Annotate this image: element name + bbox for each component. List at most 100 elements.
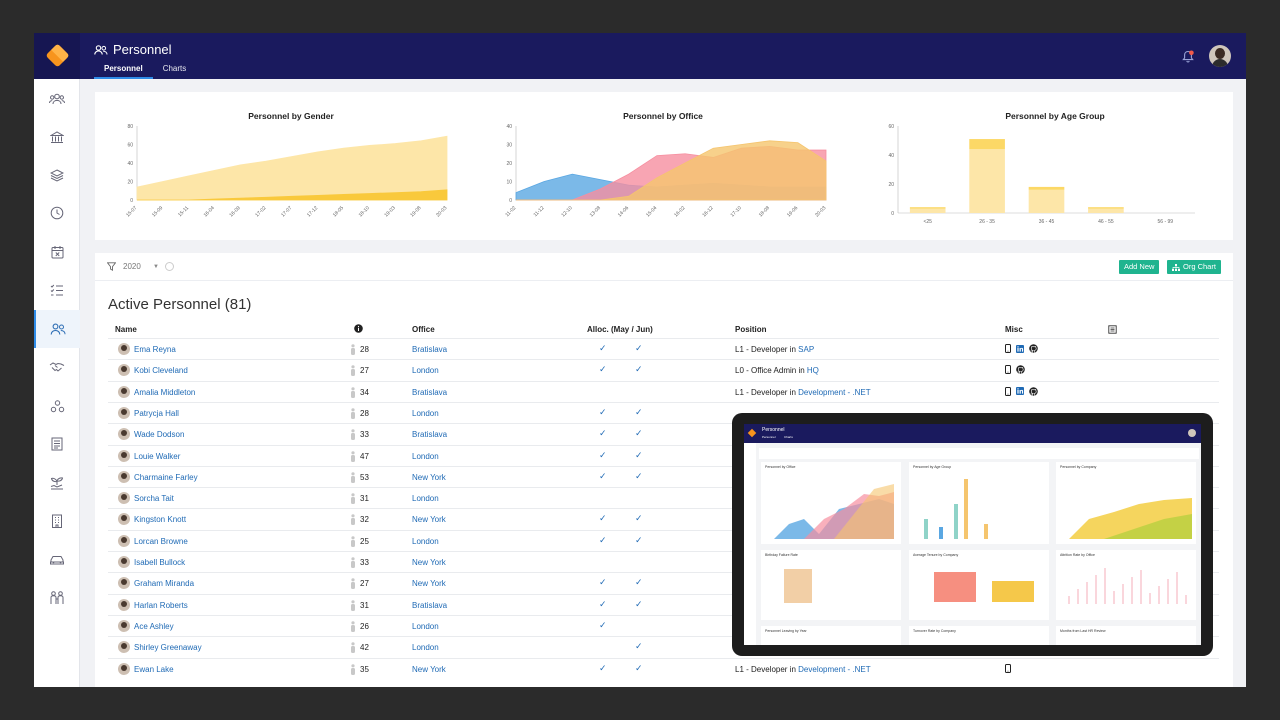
sidebar-item-layers[interactable]	[34, 156, 80, 194]
table-row[interactable]: Graham Miranda 27 New York ✓ ✓	[108, 572, 1219, 593]
sidebar-item-time[interactable]	[34, 194, 80, 232]
position-unit-link[interactable]: SAP	[798, 345, 815, 354]
personnel-icon	[94, 44, 108, 55]
office-link[interactable]: London	[412, 643, 439, 653]
person-name-link[interactable]: Patrycja Hall	[134, 408, 179, 418]
table-row[interactable]: Ema Reyna 28 Bratislava ✓ ✓ L1 - Developer in…	[108, 338, 1219, 359]
office-link[interactable]: London	[412, 494, 439, 504]
year-select[interactable]: 2020	[123, 262, 141, 271]
person-name-link[interactable]: Amalia Middleton	[134, 387, 196, 397]
sidebar-item-bank[interactable]	[34, 118, 80, 156]
phone-icon[interactable]	[1005, 344, 1011, 353]
col-position[interactable]: Position	[735, 325, 767, 334]
table-row[interactable]: Kobi Cleveland 27 London ✓ ✓ L0 - Office Admi…	[108, 359, 1219, 380]
table-row[interactable]: Louie Walker 47 London ✓ ✓	[108, 444, 1219, 466]
linkedin-icon[interactable]	[1016, 387, 1024, 396]
col-name[interactable]: Name	[115, 325, 137, 334]
sidebar-item-tasks[interactable]	[34, 271, 80, 309]
person-name-link[interactable]: Charmaine Farley	[134, 472, 198, 482]
office-link[interactable]: New York	[412, 472, 446, 482]
table-row[interactable]: Lorcan Browne 25 London ✓ ✓	[108, 529, 1219, 551]
app-logo[interactable]	[34, 33, 80, 79]
sidebar-item-people[interactable]	[34, 80, 80, 118]
table-row[interactable]: Amalia Middleton 34 Bratislava L1 - Develop…	[108, 380, 1219, 402]
table-row[interactable]: Ace Ashley 26 London ✓	[108, 614, 1219, 636]
office-link[interactable]: London	[412, 621, 439, 631]
x-tick-label: 16-12	[701, 205, 714, 218]
top-bar: Personnel Personnel Charts	[34, 33, 1246, 79]
user-avatar[interactable]	[1209, 45, 1231, 67]
tab-charts[interactable]: Charts	[162, 64, 187, 73]
alloc-may-check-icon: ✓	[599, 513, 607, 524]
person-name-link[interactable]: Ace Ashley	[134, 621, 174, 631]
person-name-link[interactable]: Sorcha Tait	[134, 494, 174, 504]
person-name-link[interactable]: Wade Dodson	[134, 430, 185, 440]
sidebar-item-buildings[interactable]	[34, 502, 80, 540]
sidebar-item-org[interactable]	[34, 387, 80, 425]
person-name-link[interactable]: Kingston Knott	[134, 515, 187, 525]
office-link[interactable]: Bratislava	[412, 430, 448, 440]
office-link[interactable]: Bratislava	[412, 387, 448, 397]
bell-icon[interactable]	[1182, 50, 1194, 63]
person-name-link[interactable]: Graham Miranda	[134, 579, 195, 589]
position-unit-link[interactable]: Development - .NET	[798, 387, 871, 397]
phone-icon[interactable]	[1005, 365, 1011, 375]
office-link[interactable]: Bratislava	[412, 600, 448, 610]
sidebar-item-vehicles[interactable]	[34, 541, 80, 579]
y-tick-label: 20	[127, 180, 133, 186]
org-chart-button[interactable]: Org Chart	[1167, 260, 1221, 274]
table-row[interactable]: Sorcha Tait 31 London	[108, 487, 1219, 508]
sidebar-item-partners[interactable]	[34, 348, 80, 386]
table-row[interactable]: Ewan Lake 35 New York ✓ ✓ L1 - Developer in D…	[108, 657, 1219, 679]
office-link[interactable]: Bratislava	[412, 345, 448, 354]
table-row[interactable]: Patrycja Hall 28 London ✓ ✓	[108, 401, 1219, 423]
filter-icon[interactable]	[107, 262, 116, 271]
tab-personnel[interactable]: Personnel	[94, 63, 153, 79]
github-icon[interactable]	[1029, 386, 1038, 396]
person-name-link[interactable]: Shirley Greenaway	[134, 643, 202, 653]
alloc-may-check-icon: ✓	[599, 577, 607, 588]
sidebar-item-growth[interactable]	[34, 464, 80, 502]
office-link[interactable]: London	[412, 451, 439, 461]
phone-icon[interactable]	[1005, 386, 1011, 396]
office-link[interactable]: New York	[412, 664, 446, 674]
person-name-link[interactable]: Ema Reyna	[134, 345, 176, 354]
sidebar-item-team[interactable]	[34, 579, 80, 617]
phone-icon[interactable]	[1005, 663, 1011, 673]
col-office[interactable]: Office	[412, 325, 435, 334]
person-name-link[interactable]: Lorcan Browne	[134, 536, 188, 546]
chevron-down-icon[interactable]: ▼	[153, 264, 159, 270]
office-link[interactable]: New York	[412, 579, 446, 589]
person-name-link[interactable]: Ewan Lake	[134, 664, 174, 674]
table-row[interactable]: Shirley Greenaway 42 London ✓	[108, 636, 1219, 657]
sidebar-item-personnel[interactable]	[34, 310, 80, 348]
office-link[interactable]: London	[412, 366, 439, 376]
office-link[interactable]: New York	[412, 515, 446, 525]
linkedin-icon[interactable]	[1016, 344, 1024, 353]
table-row[interactable]: Kingston Knott 32 New York ✓ ✓	[108, 508, 1219, 529]
person-name-link[interactable]: Isabell Bullock	[134, 558, 186, 567]
position-unit-link[interactable]: Development - .NET	[798, 664, 871, 674]
table-row[interactable]: Wade Dodson 33 Bratislava ✓ ✓	[108, 423, 1219, 444]
col-alloc[interactable]: Alloc. (May / Jun)	[587, 325, 653, 334]
sidebar-item-documents[interactable]	[34, 425, 80, 463]
sidebar-item-leave[interactable]	[34, 233, 80, 271]
table-row[interactable]: Isabell Bullock 33 New York	[108, 551, 1219, 572]
add-new-button[interactable]: Add New	[1119, 260, 1160, 274]
person-name-link[interactable]: Harlan Roberts	[134, 600, 188, 610]
export-icon[interactable]	[1108, 325, 1117, 341]
tablet-card-title: Personnel by Age Group	[913, 465, 952, 469]
position-unit-link[interactable]: HQ	[806, 366, 819, 376]
table-row[interactable]: Harlan Roberts 31 Bratislava ✓ ✓	[108, 593, 1219, 615]
clear-filter-icon[interactable]	[165, 262, 174, 271]
x-tick-label: 12-10	[560, 205, 573, 218]
person-name-link[interactable]: Kobi Cleveland	[134, 366, 188, 376]
office-link[interactable]: London	[412, 408, 439, 418]
github-icon[interactable]	[1016, 365, 1025, 375]
office-link[interactable]: London	[412, 536, 439, 546]
table-row[interactable]: Charmaine Farley 53 New York ✓ ✓	[108, 465, 1219, 487]
office-link[interactable]: New York	[412, 558, 446, 567]
person-name-link[interactable]: Louie Walker	[134, 451, 181, 461]
github-icon[interactable]	[1029, 344, 1038, 353]
info-icon[interactable]	[354, 324, 363, 340]
